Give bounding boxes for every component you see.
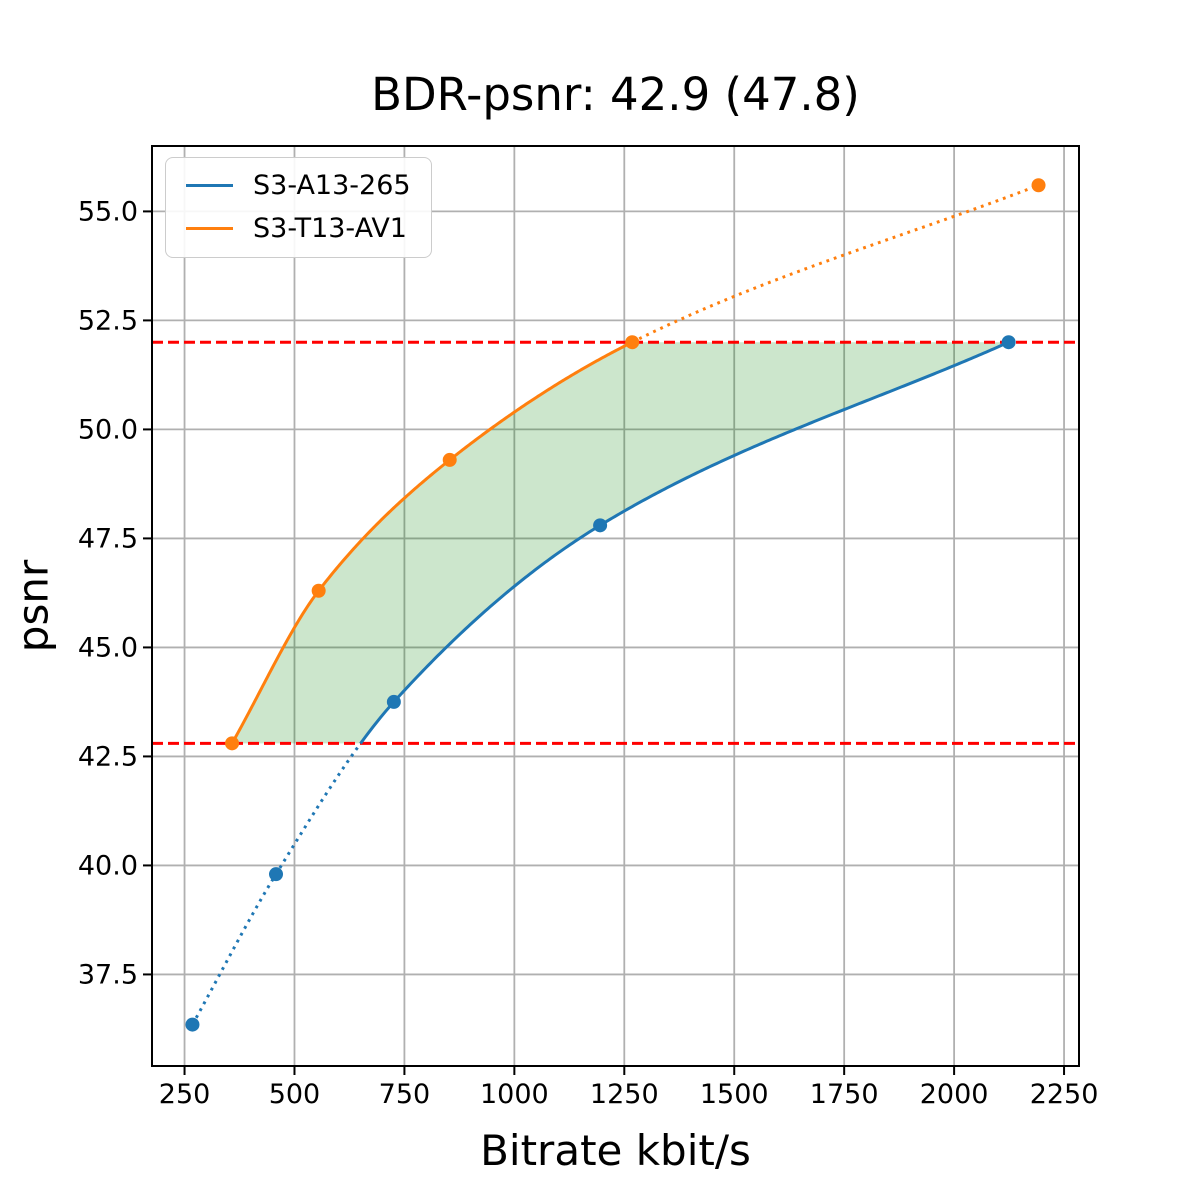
curve-dotted	[631, 183, 1040, 344]
y-tick-label: 47.5	[78, 523, 138, 554]
x-tick-label: 500	[269, 1079, 321, 1110]
x-tick-label: 250	[159, 1079, 211, 1110]
chart-title: BDR-psnr: 42.9 (47.8)	[371, 68, 860, 121]
legend-label: S3-A13-265	[253, 170, 411, 201]
data-point	[1031, 178, 1046, 193]
gridlines	[152, 146, 1079, 1066]
y-tick-label: 52.5	[78, 305, 138, 336]
data-point	[225, 736, 240, 751]
plot-spines	[151, 145, 1080, 1067]
legend-line-sample-orange	[186, 227, 233, 231]
data-point	[593, 518, 608, 533]
axis-ticks: 250 500 750 1000 1250 1500 1750 2000 2250 37.5 40.…	[78, 196, 1099, 1110]
y-tick-label: 50.0	[78, 414, 138, 445]
y-tick-label: 40.0	[78, 850, 138, 881]
series-s3-t13-av1	[225, 178, 1046, 751]
data-point	[625, 335, 640, 350]
y-tick-label: 37.5	[78, 959, 138, 990]
curve-solid	[359, 340, 1010, 745]
x-tick-label: 1750	[810, 1079, 879, 1110]
data-point	[1001, 335, 1016, 350]
data-point	[185, 1017, 200, 1032]
data-point	[311, 583, 326, 598]
legend-label: S3-T13-AV1	[253, 212, 407, 244]
series-s3-a13-265	[185, 335, 1016, 1032]
legend-item-s3-a13-265: S3-A13-265	[186, 169, 411, 203]
legend-line-sample-blue	[186, 184, 233, 188]
x-tick-label: 1500	[700, 1079, 769, 1110]
legend: S3-A13-265 S3-T13-AV1	[165, 157, 432, 258]
y-tick-label: 42.5	[78, 741, 138, 772]
curve-solid	[230, 340, 633, 745]
x-tick-label: 750	[379, 1079, 431, 1110]
legend-item-s3-t13-av1: S3-T13-AV1	[186, 212, 411, 246]
data-point	[269, 867, 284, 882]
data-point	[386, 694, 401, 709]
data-point	[442, 452, 457, 467]
bd-shaded-region	[232, 342, 1009, 744]
y-tick-label: 55.0	[78, 196, 138, 227]
curve-dotted	[191, 742, 362, 1026]
x-tick-label: 1000	[480, 1079, 549, 1110]
x-tick-label: 1250	[590, 1079, 659, 1110]
x-axis-label: Bitrate kbit/s	[480, 1126, 751, 1175]
x-tick-label: 2000	[920, 1079, 989, 1110]
y-tick-label: 45.0	[78, 632, 138, 663]
x-tick-label: 2250	[1030, 1079, 1099, 1110]
